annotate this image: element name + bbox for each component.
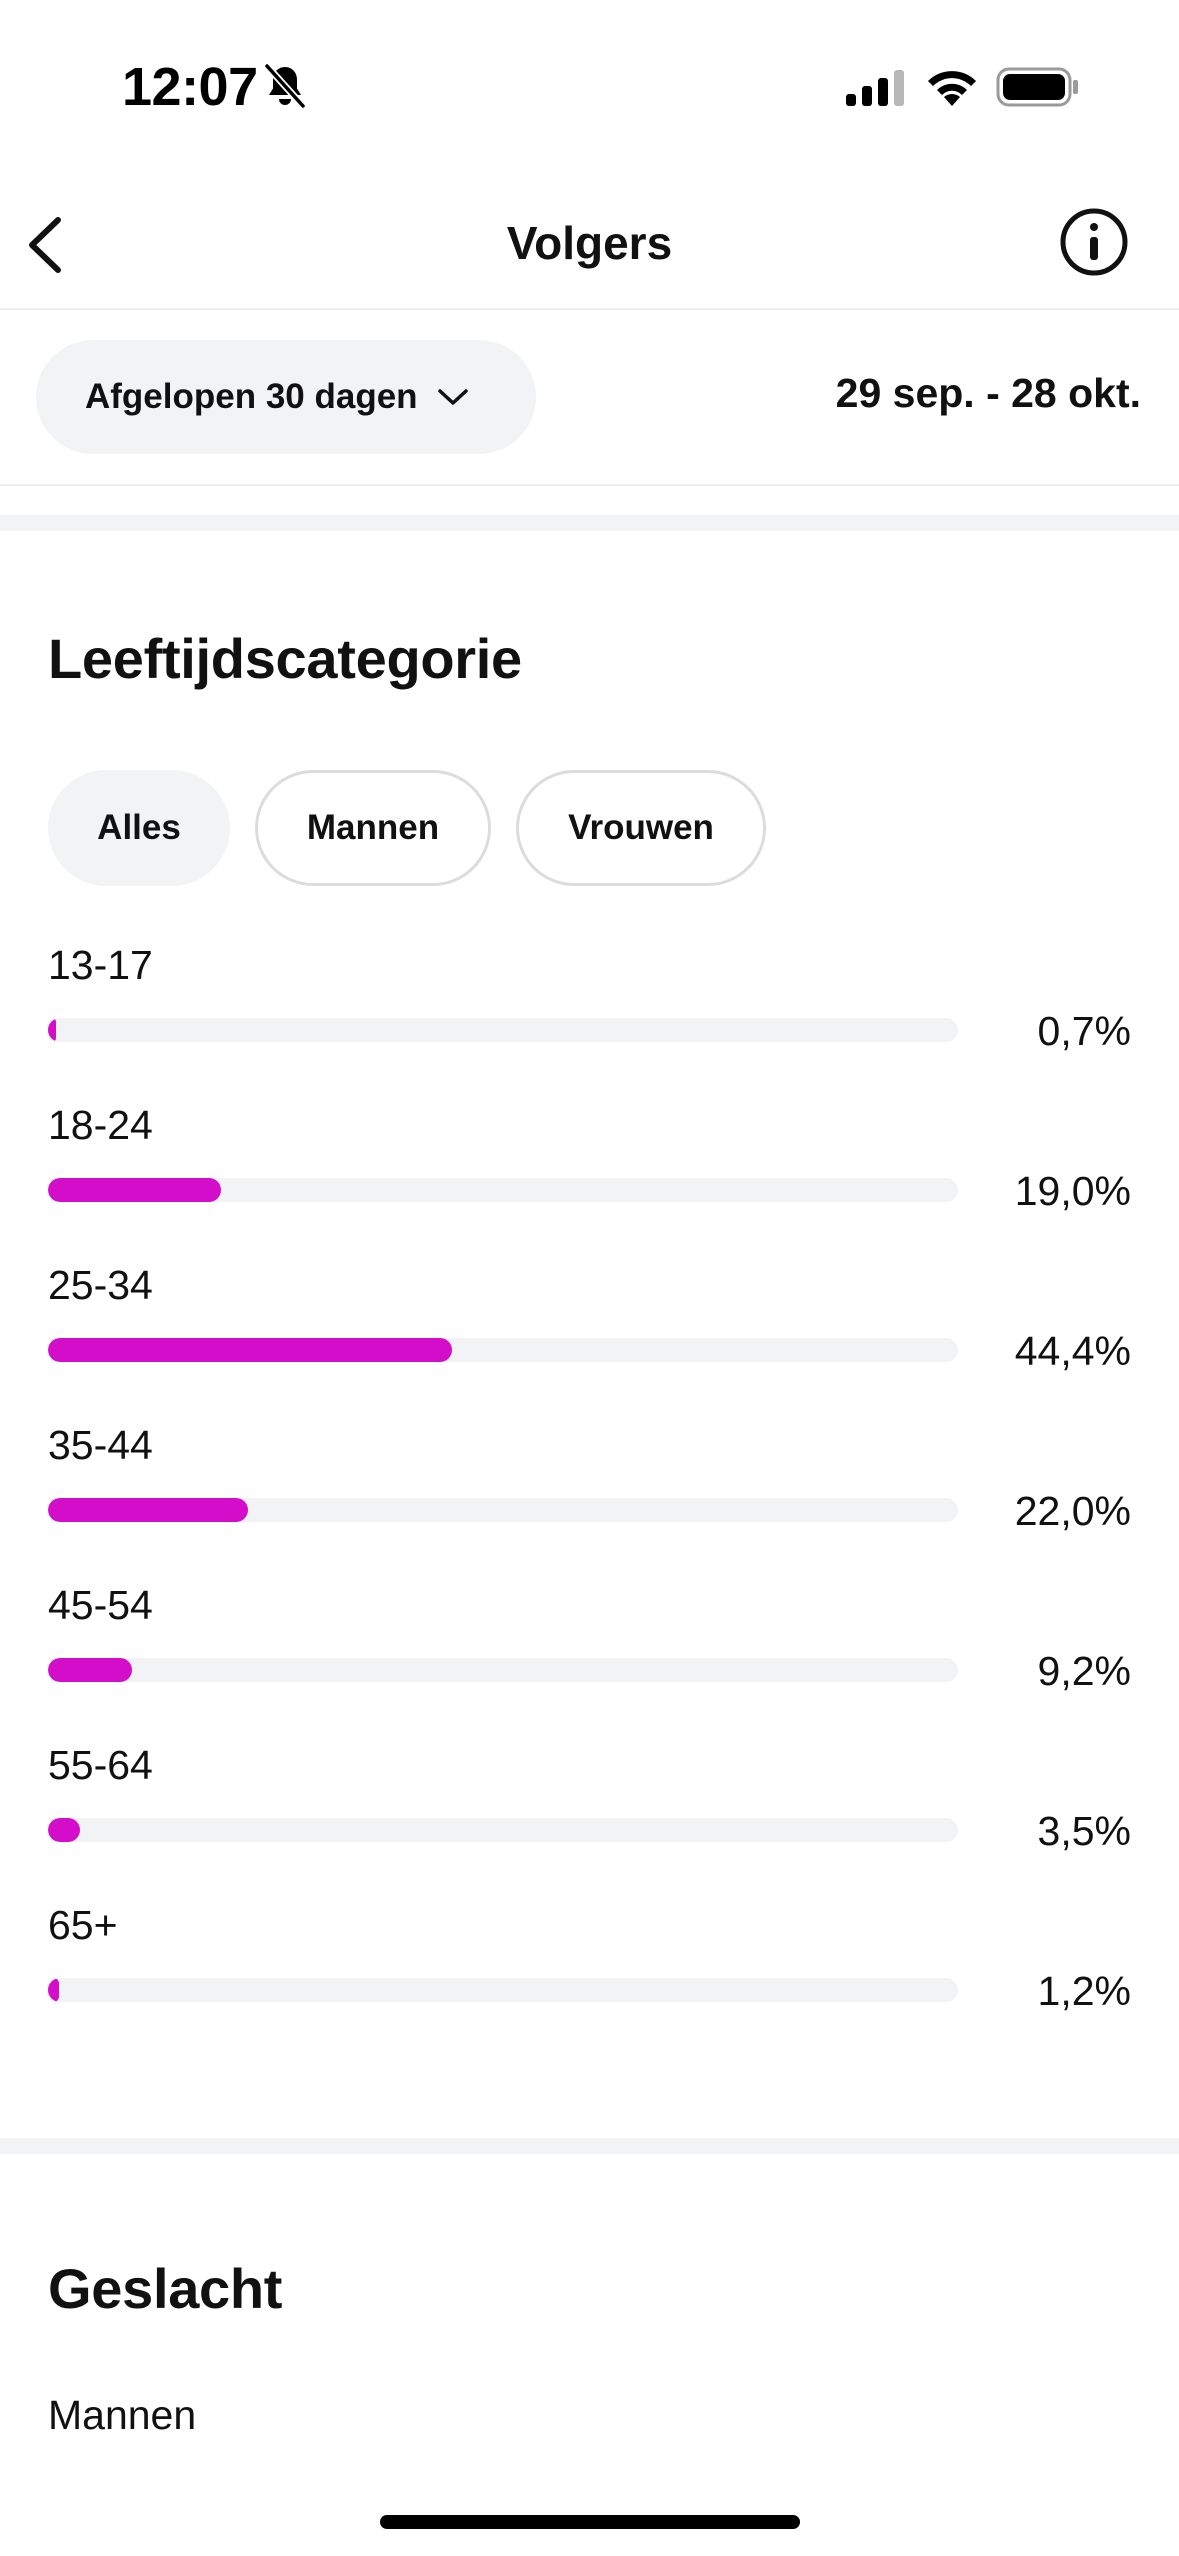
age-row: 25-34 44,4% (0, 1262, 1179, 1422)
page-title: Volgers (506, 217, 673, 269)
age-percentage: 19,0% (1014, 1168, 1131, 1214)
age-bar-track (48, 1498, 958, 1522)
age-bar-fill (48, 1498, 249, 1522)
bell-muted-icon (263, 62, 307, 110)
section-divider (0, 2138, 1179, 2154)
chip-men[interactable]: Mannen (255, 770, 491, 886)
age-section-title: Leeftijdscategorie (48, 627, 522, 690)
section-divider (0, 515, 1179, 531)
age-bar-track (48, 1338, 958, 1362)
age-bar-track (48, 1818, 958, 1842)
age-row: 35-44 22,0% (0, 1422, 1179, 1582)
gender-section-title: Geslacht (48, 2257, 283, 2320)
age-range-label: 18-24 (48, 1102, 153, 1148)
age-bar-track (48, 1658, 958, 1682)
chip-women[interactable]: Vrouwen (516, 770, 766, 886)
battery-icon (996, 67, 1078, 107)
navigation-bar: Volgers (0, 170, 1179, 310)
chevron-down-icon (437, 389, 468, 405)
age-range-label: 35-44 (48, 1422, 153, 1468)
age-percentage: 22,0% (1014, 1488, 1131, 1534)
age-row: 18-24 19,0% (0, 1102, 1179, 1262)
age-row: 45-54 9,2% (0, 1582, 1179, 1742)
home-indicator[interactable] (380, 2515, 800, 2529)
wifi-icon (928, 71, 976, 106)
age-range-label: 25-34 (48, 1262, 153, 1308)
chip-all[interactable]: Alles (48, 770, 230, 886)
period-dropdown-label: Afgelopen 30 dagen (85, 377, 418, 416)
age-bar-track (48, 1178, 958, 1202)
age-row: 13-17 0,7% (0, 942, 1179, 1102)
back-arrow-icon[interactable] (22, 210, 70, 280)
age-range-label: 45-54 (48, 1582, 153, 1628)
age-row: 55-64 3,5% (0, 1742, 1179, 1902)
period-filter-row: Afgelopen 30 dagen 29 sep. - 28 okt. (0, 312, 1179, 486)
age-bar-fill (48, 1018, 56, 1042)
age-bar-fill (48, 1338, 453, 1362)
status-time: 12:07 (122, 57, 258, 117)
age-percentage: 3,5% (1037, 1808, 1131, 1854)
age-bar-track (48, 1018, 958, 1042)
period-dropdown-button[interactable]: Afgelopen 30 dagen (36, 340, 536, 454)
age-percentage: 44,4% (1014, 1328, 1131, 1374)
gender-label-men: Mannen (48, 2392, 197, 2438)
age-bar-fill (48, 1658, 132, 1682)
date-range-text: 29 sep. - 28 okt. (835, 370, 1141, 416)
age-row: 65+ 1,2% (0, 1902, 1179, 2062)
age-percentage: 9,2% (1037, 1648, 1131, 1694)
cellular-signal-icon (846, 70, 904, 106)
info-icon[interactable] (1058, 206, 1130, 278)
age-bar-track (48, 1978, 958, 2002)
age-range-label: 65+ (48, 1902, 118, 1948)
age-range-label: 13-17 (48, 942, 153, 988)
age-bar-fill (48, 1818, 80, 1842)
age-bar-fill (48, 1978, 59, 2002)
age-percentage: 1,2% (1037, 1968, 1131, 2014)
age-bar-fill (48, 1178, 221, 1202)
age-percentage: 0,7% (1037, 1008, 1131, 1054)
status-bar: 12:07 (0, 0, 1179, 170)
age-range-label: 55-64 (48, 1742, 153, 1788)
